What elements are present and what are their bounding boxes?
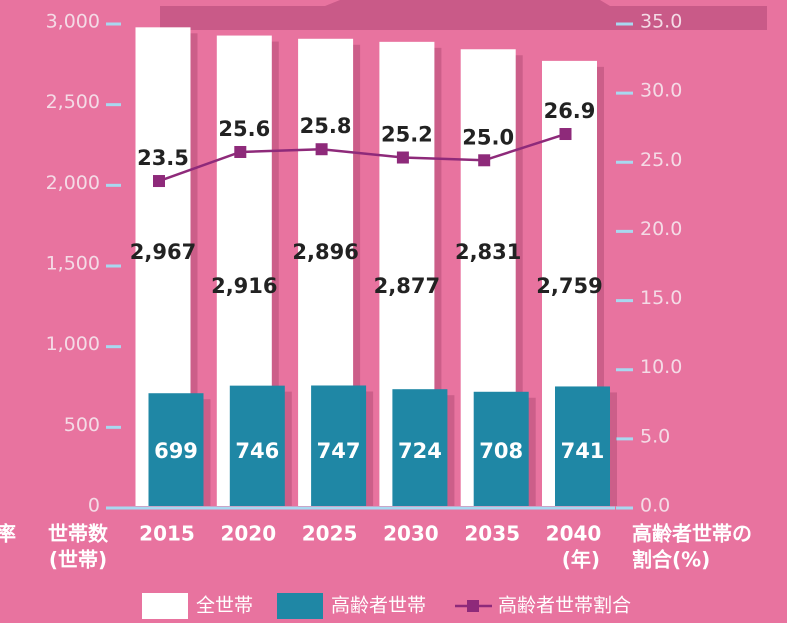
x-tick-label: 2040 — [546, 522, 602, 546]
marker — [153, 175, 165, 188]
data-label: 2,967 — [130, 240, 196, 264]
line — [158, 132, 566, 183]
y-axis-label: 世帯数 — [48, 522, 109, 546]
bar — [555, 386, 610, 506]
y2-tick-label: 30.0 — [640, 80, 682, 102]
y2-axis-label: 高齢者世帯の — [632, 522, 752, 546]
y2-tick-label: 10.0 — [640, 356, 682, 378]
y-axis-label: (世帯) — [49, 548, 107, 572]
x-tick-label: 2030 — [383, 522, 439, 546]
legend-swatch — [277, 593, 323, 619]
legend-label: 高齢者世帯割合 — [498, 595, 631, 617]
marker — [478, 154, 491, 167]
legend-label: 高齢者世帯 — [331, 595, 426, 617]
data-label: 25.6 — [218, 117, 270, 141]
data-label: 699 — [154, 439, 198, 463]
y-tick-label: 2,500 — [46, 91, 100, 113]
y2-tick-label: 0.0 — [640, 495, 670, 517]
y-tick-label: 2,000 — [46, 172, 100, 194]
data-label: 746 — [235, 439, 279, 463]
bar — [148, 393, 204, 506]
x-unit-label: (年) — [562, 548, 600, 572]
data-label: 708 — [479, 439, 523, 463]
data-label: 26.9 — [544, 99, 596, 123]
legend-swatch — [142, 593, 188, 619]
x-tick-label: 2025 — [302, 522, 358, 546]
data-label: 25.2 — [381, 123, 433, 147]
legend-label: 全世帯 — [196, 595, 253, 617]
x-tick-label: 2020 — [220, 522, 276, 546]
data-label: 747 — [317, 439, 361, 463]
data-label: 724 — [398, 439, 442, 463]
data-label: 2,877 — [374, 274, 440, 298]
legend-swatch — [467, 600, 479, 612]
marker — [315, 143, 328, 156]
data-label: 2,831 — [455, 240, 521, 264]
y2-tick-label: 15.0 — [640, 287, 682, 309]
y2-tick-label: 5.0 — [640, 425, 670, 447]
y-tick-label: 0 — [88, 495, 100, 517]
left-edge-label: 率 — [0, 522, 16, 546]
top-band — [160, 0, 767, 30]
y2-tick-label: 25.0 — [640, 149, 682, 171]
y2-tick-label: 20.0 — [640, 218, 682, 240]
data-label: 23.5 — [137, 146, 189, 170]
bar — [392, 389, 448, 506]
y2-tick-label: 35.0 — [640, 11, 682, 33]
y-tick-label: 1,000 — [46, 333, 100, 355]
bar — [311, 385, 367, 506]
bar — [473, 391, 529, 506]
data-label: 25.0 — [462, 125, 514, 149]
data-label: 25.8 — [300, 114, 352, 138]
bar — [229, 385, 285, 506]
y-tick-label: 500 — [64, 414, 100, 436]
x-tick-label: 2035 — [464, 522, 520, 546]
y-tick-label: 3,000 — [46, 11, 100, 33]
data-label: 741 — [561, 439, 605, 463]
y2-axis-label: 割合(%) — [632, 548, 710, 572]
data-label: 2,896 — [292, 240, 358, 264]
y-tick-label: 1,500 — [46, 253, 100, 275]
x-tick-label: 2015 — [139, 522, 195, 546]
marker — [559, 128, 572, 141]
data-label: 2,916 — [211, 274, 277, 298]
data-label: 2,759 — [536, 274, 602, 298]
marker — [234, 145, 247, 158]
marker — [396, 151, 409, 164]
